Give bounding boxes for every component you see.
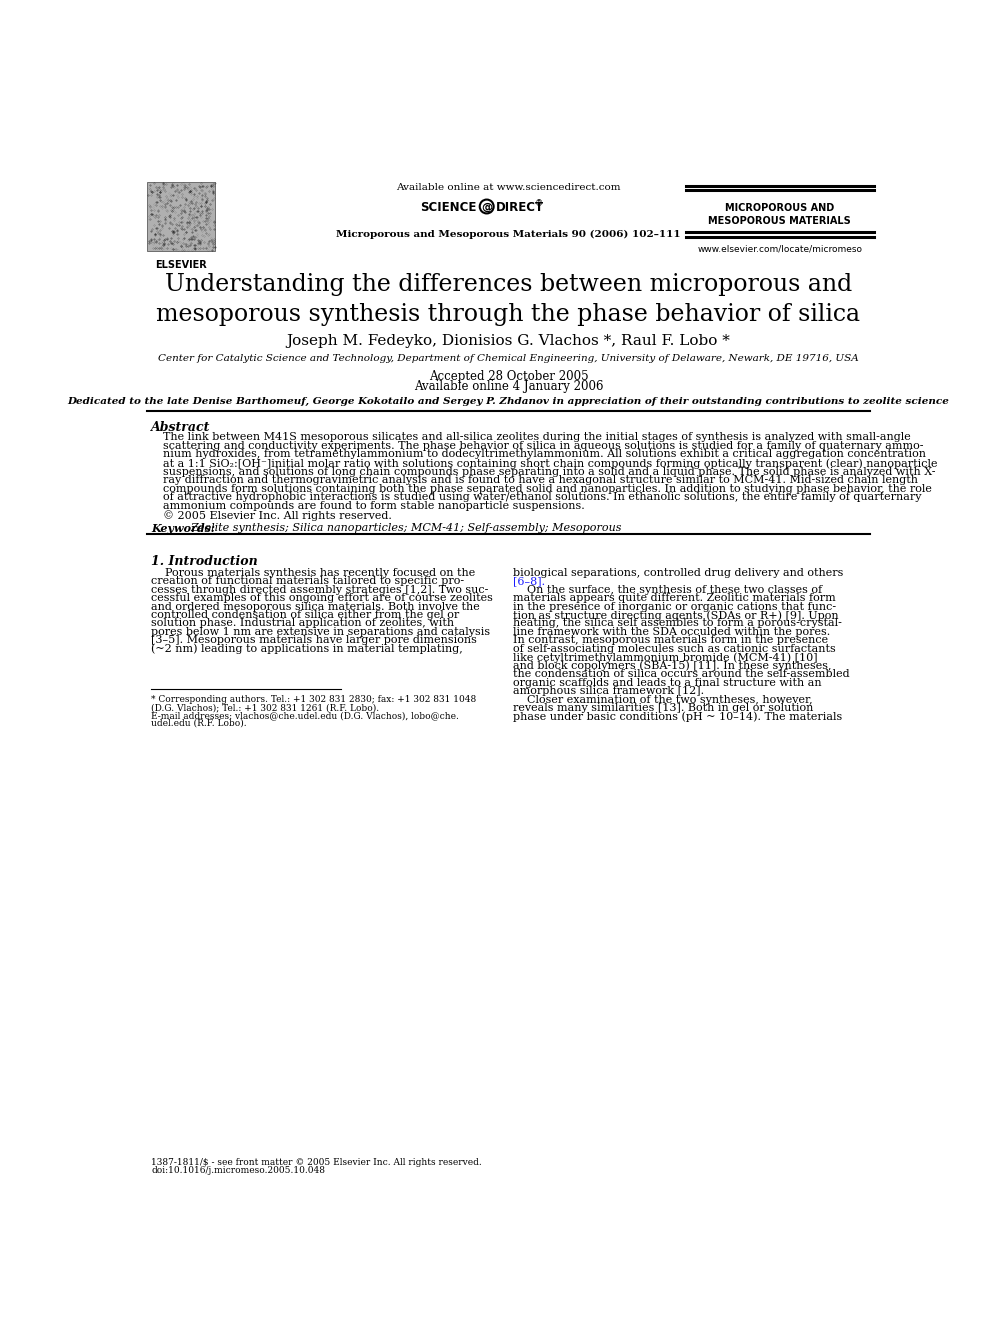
Text: materials appears quite different. Zeolitic materials form: materials appears quite different. Zeoli… <box>513 593 836 603</box>
Text: scattering and conductivity experiments. The phase behavior of silica in aqueous: scattering and conductivity experiments.… <box>163 441 924 451</box>
Text: Understanding the differences between microporous and
mesoporous synthesis throu: Understanding the differences between mi… <box>157 273 860 325</box>
Text: nium hydroxides, from tetramethylammonium to dodecyltrimethylammonium. All solut: nium hydroxides, from tetramethylammoniu… <box>163 450 926 459</box>
Text: [3–5]. Mesoporous materials have larger pore dimensions: [3–5]. Mesoporous materials have larger … <box>151 635 477 646</box>
Text: www.elsevier.com/locate/micromeso: www.elsevier.com/locate/micromeso <box>697 245 862 254</box>
Text: Available online 4 January 2006: Available online 4 January 2006 <box>414 380 603 393</box>
Text: of attractive hydrophobic interactions is studied using water/ethanol solutions.: of attractive hydrophobic interactions i… <box>163 492 922 503</box>
Text: @: @ <box>481 201 492 212</box>
Text: compounds form solutions containing both the phase separated solid and nanoparti: compounds form solutions containing both… <box>163 484 931 493</box>
Text: pores below 1 nm are extensive in separations and catalysis: pores below 1 nm are extensive in separa… <box>151 627 490 636</box>
Text: 1. Introduction: 1. Introduction <box>151 556 258 569</box>
Text: line framework with the SDA occulded within the pores.: line framework with the SDA occulded wit… <box>513 627 830 636</box>
Text: Accepted 28 October 2005: Accepted 28 October 2005 <box>429 369 588 382</box>
Text: solution phase. Industrial application of zeolites, with: solution phase. Industrial application o… <box>151 618 454 628</box>
Text: suspensions, and solutions of long chain compounds phase separating into a solid: suspensions, and solutions of long chain… <box>163 467 935 476</box>
Text: Closer examination of the two syntheses, however,: Closer examination of the two syntheses,… <box>513 695 812 705</box>
Text: Microporous and Mesoporous Materials 90 (2006) 102–111: Microporous and Mesoporous Materials 90 … <box>336 230 681 238</box>
Text: in the presence of inorganic or organic cations that func-: in the presence of inorganic or organic … <box>513 602 836 611</box>
Text: biological separations, controlled drug delivery and others: biological separations, controlled drug … <box>513 568 843 578</box>
Text: (D.G. Vlachos); Tel.: +1 302 831 1261 (R.F. Lobo).: (D.G. Vlachos); Tel.: +1 302 831 1261 (R… <box>151 703 379 712</box>
Text: controlled condensation of silica either from the gel or: controlled condensation of silica either… <box>151 610 459 620</box>
Text: Center for Catalytic Science and Technology, Department of Chemical Engineering,: Center for Catalytic Science and Technol… <box>158 355 859 364</box>
Text: like cetyltrimethylammonium bromide (MCM-41) [10]: like cetyltrimethylammonium bromide (MCM… <box>513 652 817 663</box>
Text: DIRECT: DIRECT <box>496 201 545 214</box>
Text: * Corresponding authors. Tel.: +1 302 831 2830; fax: +1 302 831 1048: * Corresponding authors. Tel.: +1 302 83… <box>151 696 476 704</box>
Text: SCIENCE: SCIENCE <box>421 201 476 214</box>
Text: Porous materials synthesis has recently focused on the: Porous materials synthesis has recently … <box>151 568 475 578</box>
Text: © 2005 Elsevier Inc. All rights reserved.: © 2005 Elsevier Inc. All rights reserved… <box>163 509 392 520</box>
Text: phase under basic conditions (pH ~ 10–14). The materials: phase under basic conditions (pH ~ 10–14… <box>513 712 842 722</box>
Text: heating, the silica self assembles to form a porous-crystal-: heating, the silica self assembles to fo… <box>513 618 842 628</box>
Text: ®: ® <box>535 200 543 209</box>
Text: 1387-1811/$ - see front matter © 2005 Elsevier Inc. All rights reserved.: 1387-1811/$ - see front matter © 2005 El… <box>151 1158 482 1167</box>
Text: (~2 nm) leading to applications in material templating,: (~2 nm) leading to applications in mater… <box>151 644 463 655</box>
Text: MICROPOROUS AND
MESOPOROUS MATERIALS: MICROPOROUS AND MESOPOROUS MATERIALS <box>708 202 851 226</box>
Text: On the surface, the synthesis of these two classes of: On the surface, the synthesis of these t… <box>513 585 822 594</box>
Text: doi:10.1016/j.micromeso.2005.10.048: doi:10.1016/j.micromeso.2005.10.048 <box>151 1166 325 1175</box>
Text: organic scaffolds and leads to a final structure with an: organic scaffolds and leads to a final s… <box>513 677 821 688</box>
Text: reveals many similarities [13]. Both in gel or solution: reveals many similarities [13]. Both in … <box>513 703 813 713</box>
Text: cessful examples of this ongoing effort are of course zeolites: cessful examples of this ongoing effort … <box>151 593 493 603</box>
Text: ELSEVIER: ELSEVIER <box>156 261 207 270</box>
Text: [6–8].: [6–8]. <box>513 576 546 586</box>
Text: E-mail addresses: vlachos@che.udel.edu (D.G. Vlachos), lobo@che.: E-mail addresses: vlachos@che.udel.edu (… <box>151 710 459 720</box>
Text: Dedicated to the late Denise Barthomeuf, George Kokotailo and Sergey P. Zhdanov : Dedicated to the late Denise Barthomeuf,… <box>67 397 949 406</box>
Text: In contrast, mesoporous materials form in the presence: In contrast, mesoporous materials form i… <box>513 635 828 646</box>
Text: amorphous silica framework [12].: amorphous silica framework [12]. <box>513 687 704 696</box>
Text: udel.edu (R.F. Lobo).: udel.edu (R.F. Lobo). <box>151 718 247 728</box>
Text: Keywords:: Keywords: <box>151 523 223 534</box>
Text: at a 1:1 SiO₂:[OH⁻]initial molar ratio with solutions containing short chain com: at a 1:1 SiO₂:[OH⁻]initial molar ratio w… <box>163 458 937 468</box>
Text: and block copolymers (SBA-15) [11]. In these syntheses,: and block copolymers (SBA-15) [11]. In t… <box>513 660 831 671</box>
Text: The link between M41S mesoporous silicates and all-silica zeolites during the in: The link between M41S mesoporous silicat… <box>163 433 911 442</box>
Text: creation of functional materials tailored to specific pro-: creation of functional materials tailore… <box>151 576 464 586</box>
Text: the condensation of silica occurs around the self-assembled: the condensation of silica occurs around… <box>513 669 850 679</box>
Text: Abstract: Abstract <box>151 421 210 434</box>
Text: tion as structure directing agents (SDAs or R+) [9]. Upon: tion as structure directing agents (SDAs… <box>513 610 838 620</box>
Text: ammonium compounds are found to form stable nanoparticle suspensions.: ammonium compounds are found to form sta… <box>163 501 584 511</box>
Text: Available online at www.sciencedirect.com: Available online at www.sciencedirect.co… <box>396 184 621 192</box>
Text: cesses through directed assembly strategies [1,2]. Two suc-: cesses through directed assembly strateg… <box>151 585 488 594</box>
Text: and ordered mesoporous silica materials. Both involve the: and ordered mesoporous silica materials.… <box>151 602 480 611</box>
Text: Joseph M. Fedeyko, Dionisios G. Vlachos *, Raul F. Lobo *: Joseph M. Fedeyko, Dionisios G. Vlachos … <box>287 335 730 348</box>
Bar <box>147 181 215 251</box>
Text: Zeolite synthesis; Silica nanoparticles; MCM-41; Self-assembly; Mesoporous: Zeolite synthesis; Silica nanoparticles;… <box>189 523 621 533</box>
Text: of self-associating molecules such as cationic surfactants: of self-associating molecules such as ca… <box>513 644 836 654</box>
Text: ray diffraction and thermogravimetric analysis and is found to have a hexagonal : ray diffraction and thermogravimetric an… <box>163 475 918 486</box>
